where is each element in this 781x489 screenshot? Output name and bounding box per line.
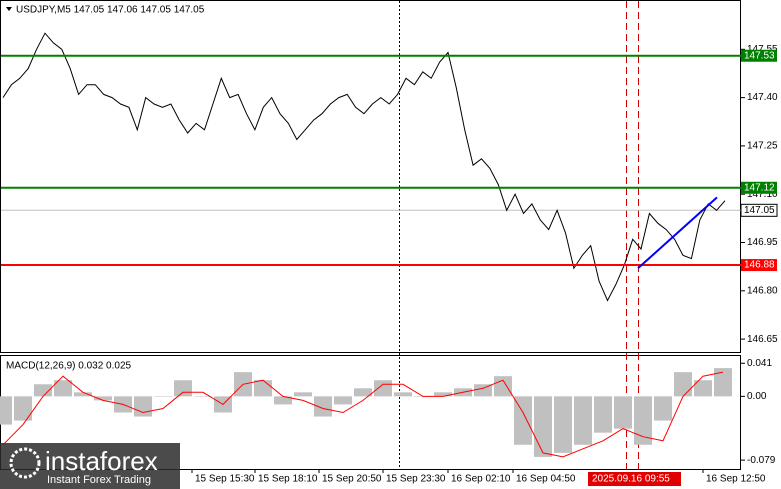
- current-price-box: [740, 203, 778, 217]
- x-tick-label: 16 Sep 04:50: [516, 474, 576, 485]
- chart-title: USDJPY,M5 147.05 147.06 147.05 147.05: [16, 5, 205, 16]
- price-line: [2, 32, 726, 302]
- histogram-bar: [294, 392, 312, 397]
- histogram-bar: [514, 396, 532, 445]
- histogram-bar: [474, 384, 492, 397]
- histogram-bar: [354, 388, 372, 397]
- histogram-bar: [134, 396, 152, 417]
- histogram-bar: [614, 396, 632, 429]
- trendline: [637, 196, 718, 270]
- x-tick-label: 15 Sep 15:30: [195, 474, 255, 485]
- y-tick-label: 147.10: [747, 189, 778, 200]
- level-label-box: [741, 181, 777, 194]
- level-label-box: [741, 259, 777, 272]
- signal-line: [2, 371, 724, 458]
- histogram-bar: [674, 372, 692, 397]
- current-price-label: 147.05: [744, 205, 775, 216]
- y-tick-label: 146.80: [747, 285, 778, 296]
- level-label: 147.53: [744, 50, 775, 61]
- y-tick-label: 0.041: [747, 358, 772, 369]
- watermark-tagline: Instant Forex Trading: [47, 474, 151, 486]
- histogram-bar: [494, 376, 512, 397]
- x-tick-label: 15 Sep 23:30: [386, 474, 446, 485]
- histogram-bar: [714, 368, 732, 397]
- y-tick-label: 147.25: [747, 141, 778, 152]
- histogram-bar: [654, 396, 672, 421]
- histogram-bar: [374, 380, 392, 397]
- x-tick-label: 16 Sep 02:10: [451, 474, 511, 485]
- histogram-bar: [94, 396, 112, 401]
- x-tick-label: 15 Sep 18:10: [258, 474, 318, 485]
- histogram-bar: [14, 396, 32, 421]
- watermark-brand: instaforex: [45, 446, 158, 476]
- histogram-bar: [0, 396, 12, 425]
- level-label: 146.88: [744, 260, 775, 271]
- y-tick-label: 0.00: [747, 391, 767, 402]
- y-tick-label: 147.55: [747, 44, 778, 55]
- level-label-box: [741, 49, 777, 62]
- histogram-bar: [574, 396, 592, 445]
- title-arrow: [6, 7, 12, 11]
- histogram-bar: [334, 396, 352, 405]
- histogram-bar: [154, 396, 172, 397]
- histogram-bar: [174, 380, 192, 397]
- histogram-bar: [74, 392, 92, 397]
- histogram-bar: [254, 380, 272, 397]
- level-label: 147.12: [744, 182, 775, 193]
- watermark-logo: [9, 447, 41, 479]
- histogram-bar: [394, 392, 412, 397]
- watermark: instaforex Instant Forex Trading: [0, 443, 180, 489]
- y-tick-label: 146.65: [747, 334, 778, 345]
- histogram-bar: [274, 396, 292, 405]
- cursor-label-box: [588, 472, 681, 486]
- x-tick-label: 15 Sep 20:50: [322, 474, 382, 485]
- plot-layer: 147.55 147.40 147.25 147.10 146.95 146.80 146.…: [0, 32, 778, 486]
- histogram-bar: [694, 380, 712, 397]
- histogram-bar: [54, 380, 72, 397]
- y-tick-label: 146.95: [747, 237, 778, 248]
- price-panel-frame: [0, 0, 741, 353]
- histogram-bar: [314, 396, 332, 417]
- histogram-bar: [634, 396, 652, 445]
- cursor-label: 2025.09.16 09:55: [592, 474, 670, 485]
- histogram-bar: [194, 396, 212, 397]
- y-tick-label: -0.079: [747, 455, 776, 466]
- y-tick-label: 147.40: [747, 92, 778, 103]
- histogram-bar: [534, 396, 552, 457]
- histogram-bar: [594, 396, 612, 433]
- x-tick-label: 16 Sep 12:50: [706, 474, 766, 485]
- indicator-title: MACD(12,26,9) 0.032 0.025: [6, 361, 132, 372]
- histogram-bar: [434, 392, 452, 397]
- histogram-bar: [554, 396, 572, 453]
- histogram-bar: [34, 384, 52, 397]
